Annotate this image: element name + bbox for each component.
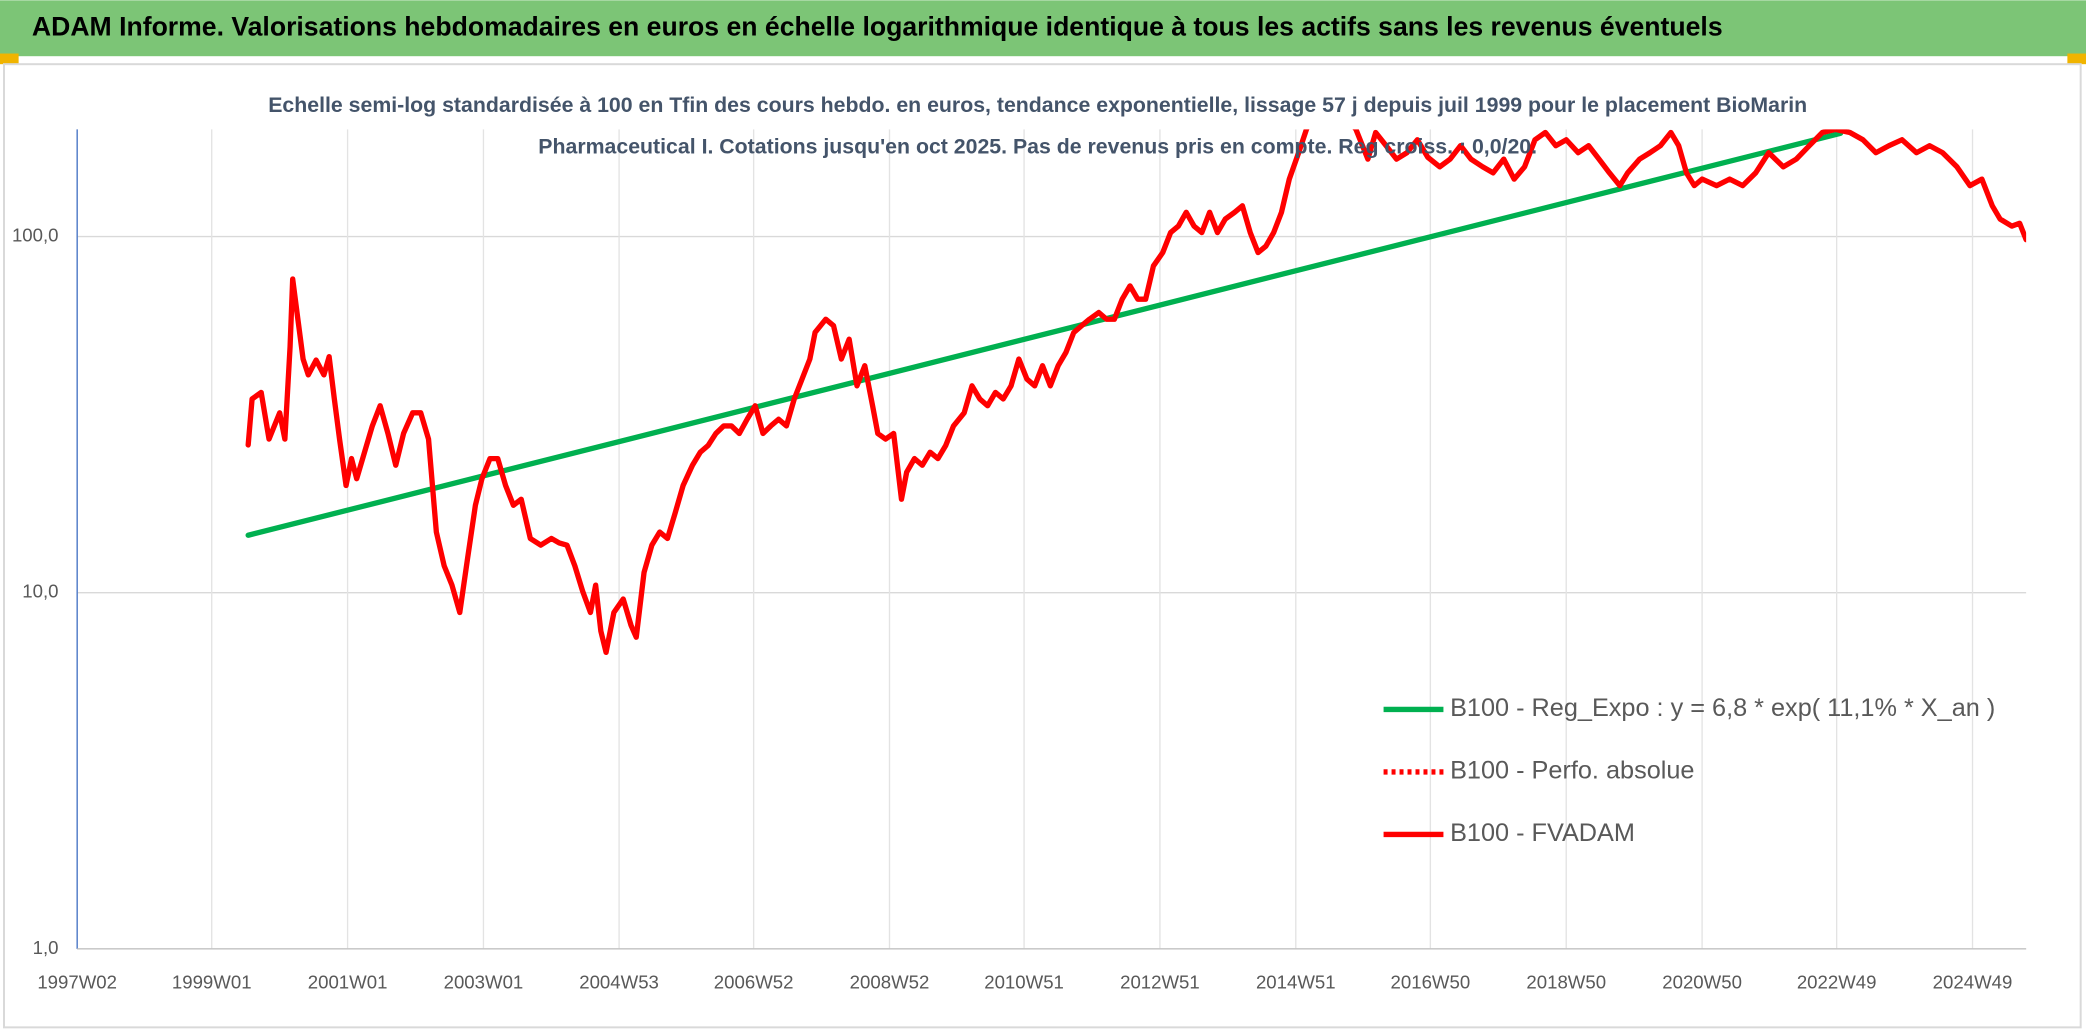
x-tick-label: 2022W49 (1797, 971, 1877, 992)
x-tick-label: 2014W51 (1256, 971, 1336, 992)
grid (76, 129, 2027, 950)
series-line (245, 130, 1844, 538)
chart-subtitle: Echelle semi-log standardisée à 100 en T… (268, 94, 1808, 159)
ticks: 1,0 10,0 100,0 1997W02 1999W01 2001W01 2003W01… (12, 224, 2012, 992)
plot-area (245, 129, 2027, 656)
legend-label: B100 - Reg_Expo : y = 6,8 * exp( 11,1% *… (1450, 694, 1995, 722)
x-tick-label: 2012W51 (1120, 971, 1200, 992)
x-tick-label: 2006W52 (714, 971, 794, 992)
corner-right (2067, 53, 2086, 65)
x-tick-label: 1997W02 (37, 971, 117, 992)
x-tick-label: 2016W50 (1391, 971, 1471, 992)
chart-title: ADAM Informe. Valorisations hebdomadaire… (32, 11, 1723, 41)
x-tick-label: 2010W51 (984, 971, 1064, 992)
y-tick-label: 10,0 (22, 581, 58, 602)
legend-label: B100 - Perfo. absolue (1450, 757, 1694, 785)
x-tick-label: 2024W49 (1933, 971, 2013, 992)
series-line (245, 129, 2027, 656)
subtitle-box: Echelle semi-log standardisée à 100 en T… (268, 94, 1808, 159)
x-tick-label: 2003W01 (444, 971, 524, 992)
x-tick-label: 1999W01 (172, 971, 252, 992)
x-tick-label: 2004W53 (579, 971, 659, 992)
legend: B100 - Reg_Expo : y = 6,8 * exp( 11,1% *… (1383, 694, 1995, 847)
y-tick-label: 1,0 (33, 937, 59, 958)
x-tick-label: 2001W01 (308, 971, 388, 992)
x-tick-label: 2008W52 (850, 971, 930, 992)
legend-label: B100 - FVADAM (1450, 819, 1635, 847)
x-tick-label: 2018W50 (1526, 971, 1606, 992)
corner-left (0, 53, 19, 65)
chart-frame (2, 63, 2082, 1029)
y-tick-label: 100,0 (12, 224, 59, 245)
x-tick-label: 2020W50 (1662, 971, 1742, 992)
title-banner (0, 0, 2086, 57)
